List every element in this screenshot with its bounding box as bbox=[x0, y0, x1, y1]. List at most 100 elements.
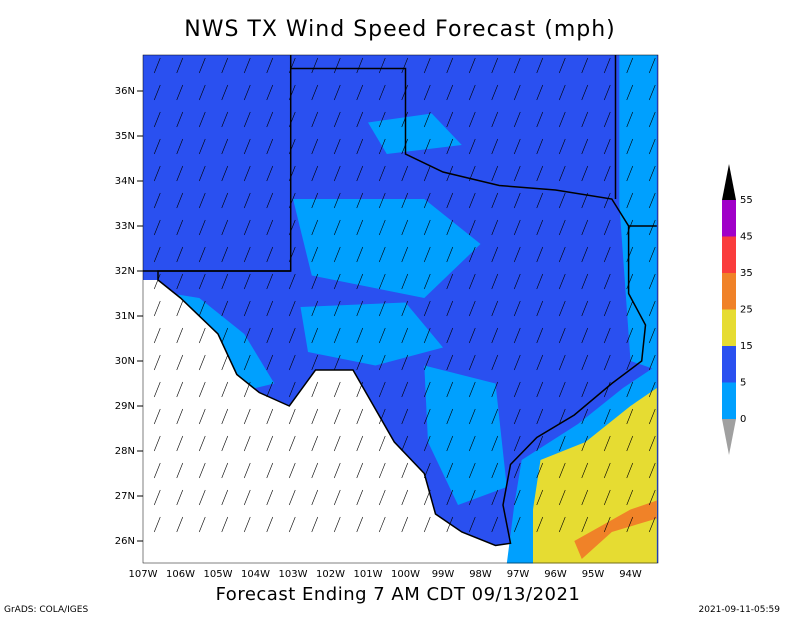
wind-barb bbox=[221, 300, 229, 317]
wind-barb bbox=[446, 354, 454, 371]
wind-barb bbox=[378, 273, 386, 290]
wind-barb bbox=[288, 408, 296, 425]
legend-under bbox=[722, 419, 736, 455]
wind-barb bbox=[266, 408, 274, 425]
wind-barb bbox=[558, 111, 566, 128]
wind-barb bbox=[198, 354, 206, 371]
wind-barb bbox=[221, 381, 229, 398]
wind-barb bbox=[266, 354, 274, 371]
wind-barb bbox=[491, 138, 499, 155]
wind-barb bbox=[626, 327, 634, 344]
longitude-label: 94W bbox=[619, 569, 642, 580]
wind-barb bbox=[648, 84, 656, 101]
wind-barb bbox=[468, 84, 476, 101]
wind-barb bbox=[581, 57, 589, 74]
wind-barb bbox=[333, 219, 341, 236]
wind-region bbox=[368, 113, 462, 154]
wind-barb bbox=[356, 192, 364, 209]
wind-barb bbox=[333, 408, 341, 425]
wind-barb bbox=[333, 435, 341, 452]
wind-barb bbox=[153, 462, 161, 479]
wind-barb bbox=[176, 489, 184, 506]
wind-barb bbox=[243, 192, 251, 209]
wind-barb bbox=[153, 381, 161, 398]
wind-barb bbox=[648, 462, 656, 479]
wind-barb bbox=[243, 273, 251, 290]
wind-barb bbox=[513, 192, 521, 209]
wind-barb bbox=[198, 435, 206, 452]
longitude-label: 102W bbox=[316, 569, 345, 580]
wind-barb bbox=[581, 300, 589, 317]
wind-barb bbox=[153, 273, 161, 290]
wind-barb bbox=[536, 192, 544, 209]
wind-barb bbox=[378, 300, 386, 317]
wind-barb bbox=[491, 516, 499, 533]
wind-barb bbox=[198, 111, 206, 128]
wind-barb bbox=[581, 219, 589, 236]
wind-barb bbox=[536, 516, 544, 533]
wind-barb bbox=[648, 354, 656, 371]
wind-barb bbox=[401, 381, 409, 398]
wind-barb bbox=[311, 138, 319, 155]
wind-barb bbox=[221, 57, 229, 74]
wind-barb bbox=[288, 273, 296, 290]
wind-barb bbox=[626, 192, 634, 209]
wind-barb bbox=[536, 435, 544, 452]
wind-barb bbox=[356, 138, 364, 155]
wind-barb bbox=[311, 84, 319, 101]
wind-barb bbox=[468, 300, 476, 317]
wind-barb bbox=[626, 435, 634, 452]
wind-barb bbox=[153, 219, 161, 236]
latitude-label: 35N bbox=[115, 131, 135, 142]
wind-barb bbox=[626, 111, 634, 128]
wind-barb bbox=[558, 435, 566, 452]
wind-barb bbox=[401, 273, 409, 290]
wind-barb bbox=[423, 219, 431, 236]
wind-barb bbox=[536, 111, 544, 128]
wind-barb bbox=[153, 138, 161, 155]
wind-barb bbox=[153, 246, 161, 263]
wind-barb bbox=[401, 219, 409, 236]
wind-barb bbox=[558, 489, 566, 506]
wind-barb bbox=[266, 489, 274, 506]
wind-barb bbox=[626, 273, 634, 290]
wind-barb bbox=[536, 408, 544, 425]
wind-barb bbox=[423, 165, 431, 182]
wind-barb bbox=[356, 327, 364, 344]
wind-barb bbox=[513, 138, 521, 155]
wind-barb bbox=[401, 300, 409, 317]
wind-barb bbox=[198, 84, 206, 101]
wind-barb bbox=[266, 462, 274, 479]
wind-barb bbox=[311, 273, 319, 290]
wind-barb bbox=[491, 192, 499, 209]
wind-barb bbox=[221, 516, 229, 533]
wind-barb bbox=[288, 435, 296, 452]
wind-barb bbox=[581, 165, 589, 182]
legend-label: 0 bbox=[740, 414, 746, 425]
wind-barb bbox=[603, 327, 611, 344]
wind-barb bbox=[648, 273, 656, 290]
wind-barb bbox=[423, 273, 431, 290]
wind-barb bbox=[333, 57, 341, 74]
wind-barb bbox=[513, 300, 521, 317]
wind-barb bbox=[581, 84, 589, 101]
legend-swatch bbox=[722, 346, 736, 383]
wind-barb bbox=[468, 327, 476, 344]
wind-barb bbox=[378, 381, 386, 398]
latitude-label: 36N bbox=[115, 86, 135, 97]
wind-barb bbox=[648, 111, 656, 128]
wind-barb bbox=[221, 273, 229, 290]
wind-barb bbox=[513, 435, 521, 452]
wind-barb bbox=[401, 354, 409, 371]
wind-barb bbox=[378, 111, 386, 128]
wind-barb bbox=[423, 57, 431, 74]
wind-barb bbox=[648, 300, 656, 317]
wind-barb bbox=[176, 300, 184, 317]
wind-barb bbox=[491, 165, 499, 182]
wind-barb bbox=[423, 381, 431, 398]
wind-barb bbox=[153, 192, 161, 209]
wind-barb bbox=[581, 489, 589, 506]
wind-barb bbox=[266, 381, 274, 398]
wind-barb bbox=[423, 435, 431, 452]
wind-barb bbox=[423, 192, 431, 209]
